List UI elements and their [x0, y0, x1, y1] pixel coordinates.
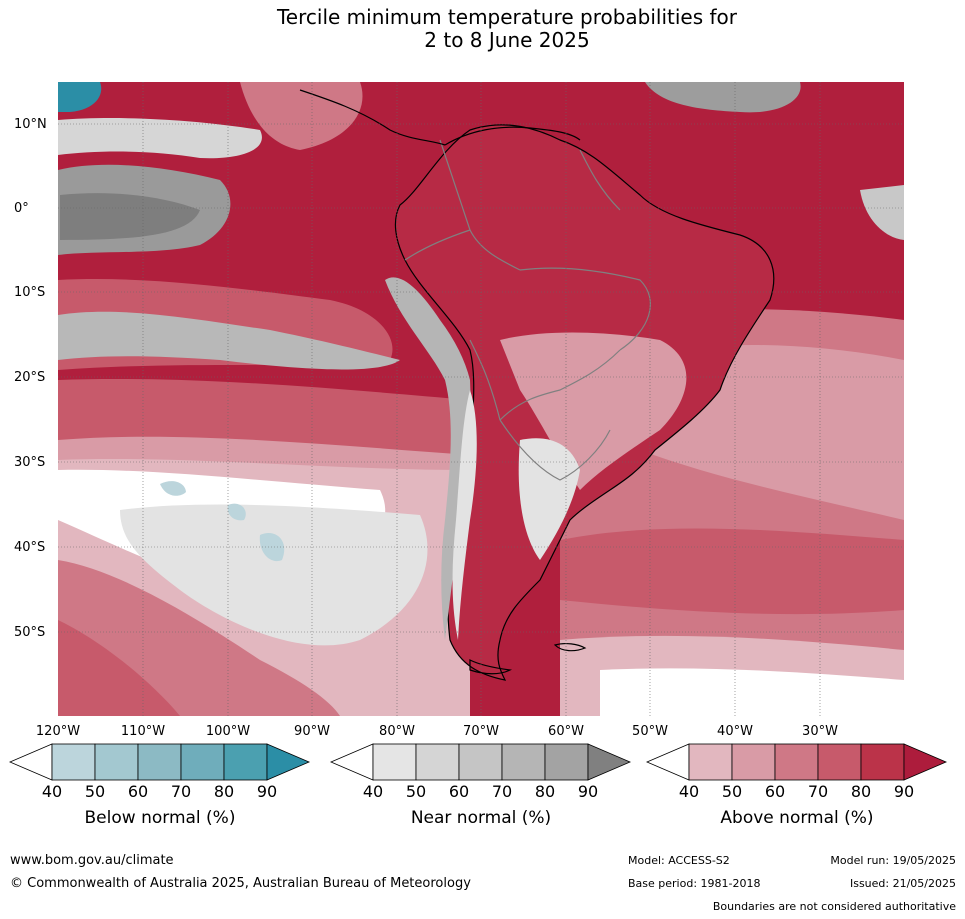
colorbar-cell [458, 743, 503, 781]
colorbar-cell [817, 743, 862, 781]
pink-patch-north [240, 82, 363, 150]
south-pacific-grey [120, 504, 428, 646]
lat-label: 50°S [14, 625, 46, 640]
lat-label: 20°S [14, 370, 46, 385]
colorbar-tick-label: 80 [534, 782, 556, 801]
south-pacific-deep-low [58, 620, 180, 716]
lon-label: 40°W [717, 724, 753, 739]
lat-label: 0° [14, 201, 29, 216]
colorbar-extend-low [645, 743, 690, 781]
colorbar-tick-label: 70 [807, 782, 829, 801]
lon-label: 80°W [379, 724, 415, 739]
light-patch-north [58, 118, 262, 159]
colorbar-tick-label: 70 [170, 782, 192, 801]
grey-ne-patch [645, 82, 801, 113]
map-title-line2: 2 to 8 June 2025 [424, 28, 590, 52]
colorbar-cell [372, 743, 417, 781]
lon-label: 110°W [120, 724, 166, 739]
colorbar-tick-label: 80 [850, 782, 872, 801]
lon-label: 60°W [548, 724, 584, 739]
footer-note: Boundaries are not considered authoritat… [712, 900, 956, 913]
pacific-grey-band [58, 311, 400, 370]
land-white-interior [518, 438, 580, 560]
andes-grey [385, 277, 471, 640]
lon-label: 30°W [802, 724, 838, 739]
chile-coast-light [452, 390, 477, 640]
colorbar-tick-label: 90 [893, 782, 915, 801]
footer-base-period: Base period: 1981-2018 [628, 877, 761, 890]
colorbar-extend-high [587, 743, 632, 781]
border-line-3 [519, 267, 651, 351]
lon-label: 120°W [35, 724, 81, 739]
colorbar-tick-label: 40 [41, 782, 63, 801]
map-title-line1: Tercile minimum temperature probabilitie… [276, 5, 738, 29]
colorbar-above-normal [645, 743, 948, 781]
colorbar-tick-label: 60 [764, 782, 786, 801]
colorbar-cell [731, 743, 776, 781]
colorbar-label-above: Above normal (%) [720, 808, 874, 828]
colorbar-cell [223, 743, 268, 781]
colorbar-label-below: Below normal (%) [84, 808, 236, 828]
colorbar-extend-high [903, 743, 948, 781]
blue-spot-3 [227, 503, 246, 521]
colorbar-cell [51, 743, 96, 781]
lat-label: 40°S [14, 540, 46, 555]
lat-label: 30°S [14, 455, 46, 470]
border-line-6 [469, 339, 501, 421]
grey-e-patch [860, 185, 904, 240]
colorbar-tick-label: 40 [362, 782, 384, 801]
border-line-2 [404, 229, 471, 261]
colorbar-cell [94, 743, 139, 781]
border-line-7 [579, 149, 621, 211]
colorbar-extend-low [8, 743, 53, 781]
blue-spot-2 [259, 532, 285, 562]
colorbar-below-normal [8, 743, 311, 781]
land-pink-interior [500, 332, 687, 490]
colorbar-cell [180, 743, 225, 781]
colorbar-tick-label: 90 [577, 782, 599, 801]
blue-spot-1 [160, 481, 186, 496]
colorbar-cell [860, 743, 905, 781]
colorbar-extend-high [266, 743, 311, 781]
lon-label: 70°W [463, 724, 499, 739]
colorbar-tick-label: 80 [213, 782, 235, 801]
footer-copyright: © Commonwealth of Australia 2025, Austra… [10, 876, 471, 891]
colorbar-tick-label: 50 [84, 782, 106, 801]
lon-label: 100°W [205, 724, 251, 739]
central-america-coast [299, 89, 446, 146]
teal-corner [58, 82, 102, 112]
colorbar-label-near: Near normal (%) [410, 808, 552, 828]
caribbean-coast [444, 126, 581, 146]
lon-label: 90°W [294, 724, 330, 739]
footer-model: Model: ACCESS-S2 [628, 854, 730, 867]
colorbar-cell [415, 743, 460, 781]
border-line-5 [499, 419, 611, 481]
colorbar-cell [774, 743, 819, 781]
falklands [553, 642, 587, 652]
colorbar-tick-label: 50 [721, 782, 743, 801]
grey-patch-north-inner [60, 193, 200, 240]
colorbar-tick-label: 40 [678, 782, 700, 801]
footer-model-run: Model run: 19/05/2025 [830, 854, 956, 867]
colorbar-cell [688, 743, 733, 781]
atlantic-white [600, 668, 904, 716]
lat-label: 10°S [14, 285, 46, 300]
colorbar-tick-label: 70 [491, 782, 513, 801]
border-line-4 [499, 349, 621, 421]
colorbar-cell [544, 743, 589, 781]
footer-issued: Issued: 21/05/2025 [849, 877, 956, 890]
footer-url[interactable]: www.bom.gov.au/climate [10, 853, 174, 868]
atlantic-deep-band [560, 528, 904, 615]
lat-label: 10°N [14, 117, 47, 132]
lon-label: 50°W [632, 724, 668, 739]
colorbar-cell [137, 743, 182, 781]
colorbar-tick-label: 60 [448, 782, 470, 801]
colorbar-cell [501, 743, 546, 781]
colorbar-near-normal [329, 743, 632, 781]
colorbar-extend-low [329, 743, 374, 781]
colorbar-tick-label: 50 [405, 782, 427, 801]
colorbar-tick-label: 90 [256, 782, 278, 801]
colorbar-tick-label: 60 [127, 782, 149, 801]
